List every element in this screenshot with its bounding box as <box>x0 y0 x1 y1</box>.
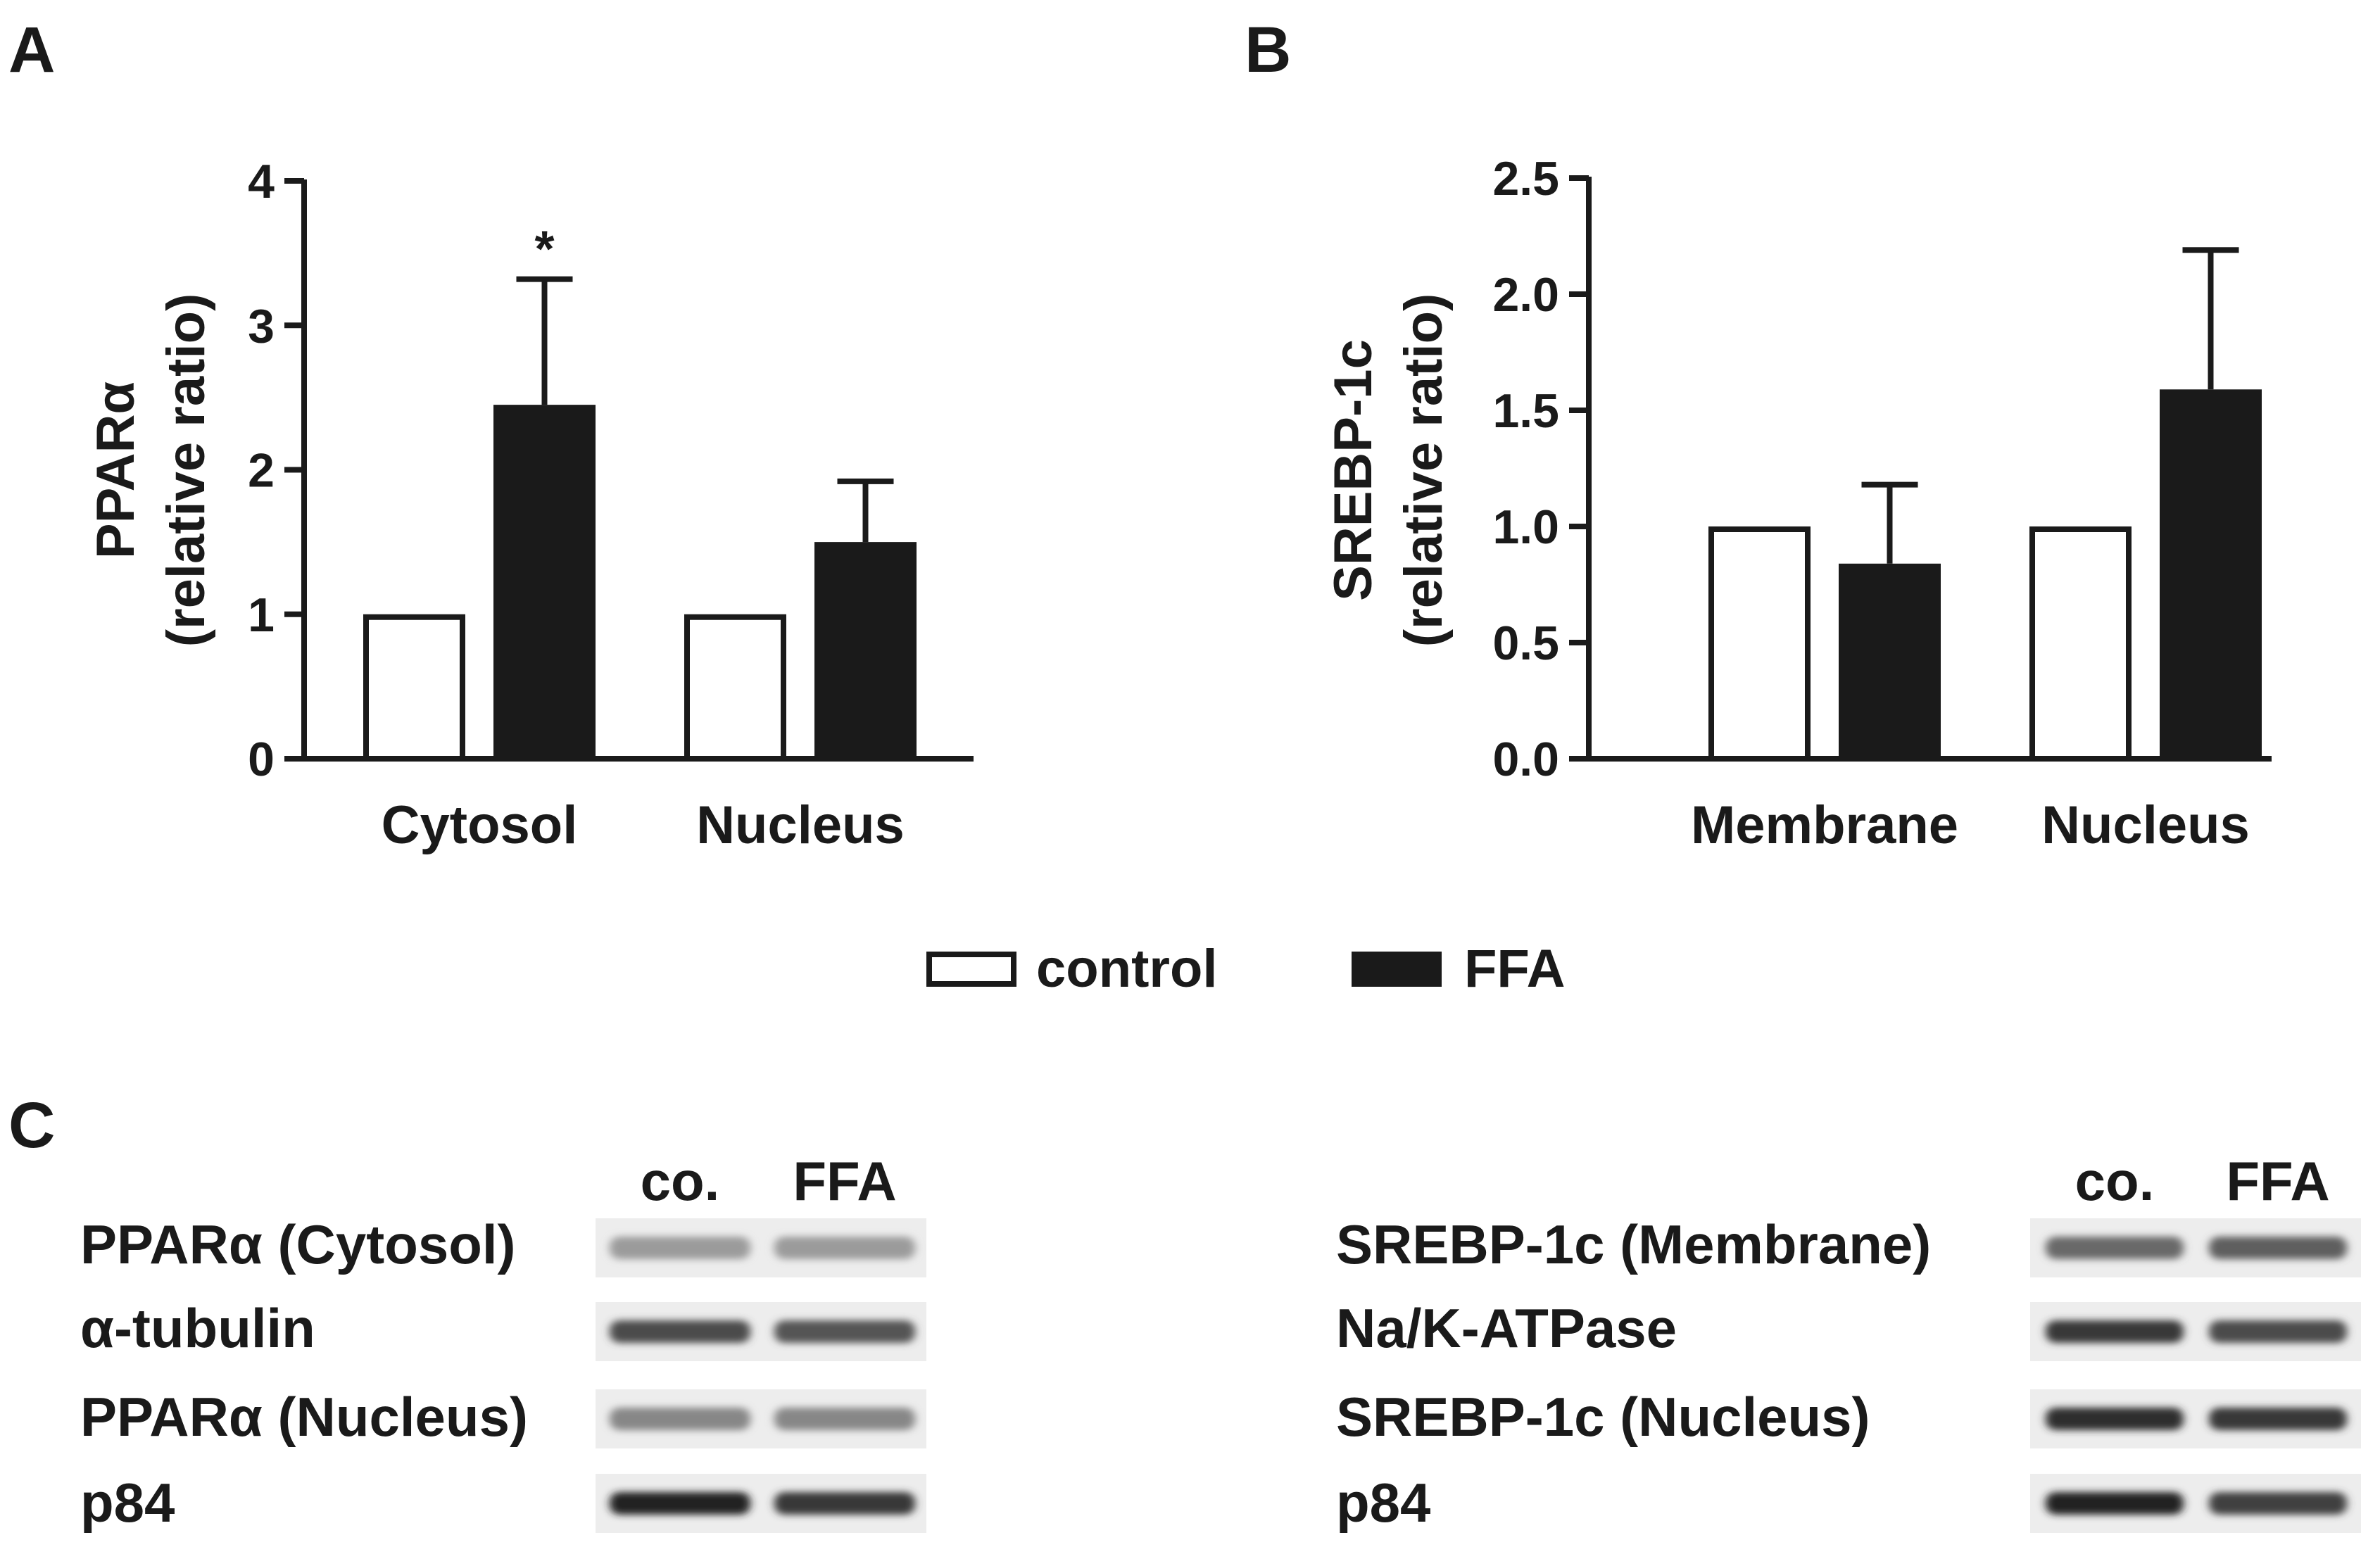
chart-b-category-label: Nucleus <box>2041 795 2250 855</box>
panel-letter-a: A <box>8 14 55 86</box>
chart-a-ytick-label: 0 <box>248 733 275 786</box>
blot-right-band <box>2046 1237 2184 1259</box>
chart-b-ytick-label: 1.5 <box>1492 384 1559 438</box>
blot-left-band <box>610 1320 750 1343</box>
blot-left-band <box>774 1237 915 1259</box>
chart-a-ytick-label: 4 <box>248 155 275 208</box>
legend-label-control: control <box>1036 939 1218 999</box>
chart-a-bar-ffa-nucleus <box>814 542 917 759</box>
blot-right-band <box>2209 1237 2347 1259</box>
blot-right-row-label: Na/K-ATPase <box>1336 1297 1677 1359</box>
blot-right-band <box>2046 1408 2184 1430</box>
chart-a-ylabel2: (relative ratio) <box>156 293 216 648</box>
blot-left-band <box>774 1408 915 1430</box>
chart-b-bar-ffa-nucleus <box>2160 389 2262 759</box>
panel-letter-b: B <box>1245 14 1291 86</box>
chart-b-ylabel2: (relative ratio) <box>1394 293 1454 648</box>
blot-panel-left: co. FFA PPARα (Cytosol) α-tubulin PPARα … <box>80 1150 926 1534</box>
chart-a-bar-control-nucleus <box>684 614 786 762</box>
blot-left-band <box>774 1492 915 1515</box>
blot-panel-right: co. FFA SREBP-1c (Membrane) Na/K-ATPase … <box>1336 1150 2361 1534</box>
blot-right-row-label: p84 <box>1336 1472 1430 1534</box>
chart-b-ytick-label: 0.5 <box>1492 617 1559 670</box>
chart-a: PPARα (relative ratio) * 0 1 2 3 4 Cytosol Nucl… <box>86 155 974 855</box>
chart-a-ylabel: PPARα <box>86 381 146 559</box>
chart-a-ytick-label: 3 <box>248 299 275 353</box>
chart-b-bar-control-membrane <box>1708 526 1811 762</box>
legend-swatch-control <box>926 952 1016 987</box>
chart-b-ytick-label: 2.0 <box>1492 268 1559 322</box>
blot-left-row-label: PPARα (Nucleus) <box>80 1386 528 1448</box>
blot-left-band <box>610 1408 750 1430</box>
chart-a-bar-ffa-cytosol <box>493 405 596 759</box>
blot-right-band <box>2209 1492 2347 1515</box>
chart-b-ytick-label: 0.0 <box>1492 733 1559 786</box>
chart-b-ytick-label: 2.5 <box>1492 152 1559 206</box>
blot-left-header-ffa: FFA <box>793 1150 896 1212</box>
chart-a-bar-control-cytosol <box>363 614 465 762</box>
chart-a-ytick-label: 1 <box>248 588 275 642</box>
chart-b-ylabel: SREBP-1c <box>1323 339 1383 601</box>
chart-b-ytick-label: 1.0 <box>1492 500 1559 554</box>
chart-b-category-label: Membrane <box>1691 795 1958 855</box>
blot-right-row-label: SREBP-1c (Membrane) <box>1336 1213 1931 1275</box>
chart-a-significance-star: * <box>534 222 554 278</box>
chart-b-bar-ffa-membrane <box>1839 563 1941 759</box>
blot-left-row-label: p84 <box>80 1472 175 1534</box>
blot-left-band <box>774 1320 915 1343</box>
blot-left-header-co: co. <box>641 1150 720 1212</box>
legend: control FFA <box>926 939 1566 999</box>
blot-right-band <box>2209 1408 2347 1430</box>
chart-b-bar-control-nucleus <box>2029 526 2132 762</box>
legend-swatch-ffa <box>1352 952 1442 987</box>
blot-right-band <box>2209 1320 2347 1343</box>
blot-right-header-ffa: FFA <box>2226 1150 2329 1212</box>
blot-left-band <box>610 1237 750 1259</box>
blot-right-row-label: SREBP-1c (Nucleus) <box>1336 1386 1870 1448</box>
blot-left-row-label: PPARα (Cytosol) <box>80 1213 516 1275</box>
blot-right-band <box>2046 1320 2184 1343</box>
chart-a-ytick-label: 2 <box>248 444 275 498</box>
panel-letter-c: C <box>8 1090 55 1161</box>
blot-right-band <box>2046 1492 2184 1515</box>
legend-label-ffa: FFA <box>1464 939 1566 999</box>
blot-right-header-co: co. <box>2075 1150 2155 1212</box>
blot-left-band <box>610 1492 750 1515</box>
chart-a-category-label: Nucleus <box>696 795 905 855</box>
blot-left-row-label: α-tubulin <box>80 1297 315 1359</box>
chart-b: SREBP-1c (relative ratio) 0.0 0.5 1.0 1.5 2.… <box>1323 152 2272 855</box>
chart-a-category-label: Cytosol <box>382 795 578 855</box>
